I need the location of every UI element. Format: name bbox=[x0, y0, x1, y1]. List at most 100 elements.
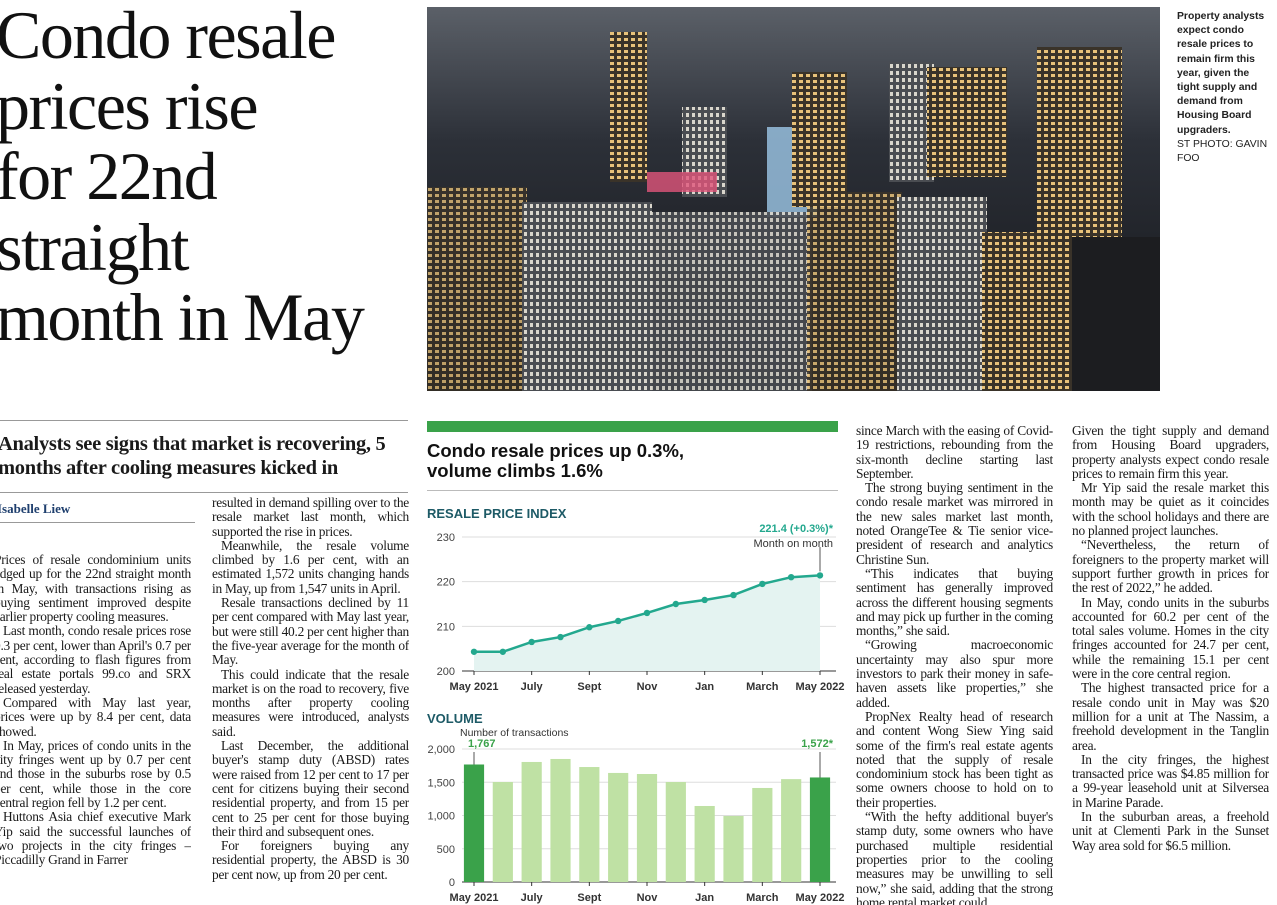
y-tick-label: 2,000 bbox=[427, 744, 455, 756]
skyline bbox=[427, 32, 1160, 391]
paragraph: Given the tight supply and demand from H… bbox=[1072, 424, 1269, 481]
paragraph: “This indicates that buying sentiment ha… bbox=[856, 565, 1053, 639]
x-tick-label: March bbox=[746, 681, 779, 693]
chart-title: RESALE PRICE INDEX bbox=[427, 506, 567, 521]
headline-line: prices rise bbox=[0, 67, 259, 144]
bar bbox=[492, 781, 513, 882]
point bbox=[672, 600, 680, 608]
rule bbox=[0, 492, 408, 493]
paragraph: since March with the easing of Covid-19 … bbox=[856, 424, 1053, 481]
bar bbox=[781, 779, 802, 882]
chart-title: VOLUME bbox=[427, 711, 483, 726]
bar bbox=[579, 767, 600, 882]
bar bbox=[809, 777, 831, 882]
y-axis-label: Number of transactions bbox=[460, 727, 569, 739]
paragraph: For foreigners buying any residential pr… bbox=[212, 838, 409, 882]
y-tick-label: 1,000 bbox=[427, 811, 455, 823]
paragraph: Huttons Asia chief executive Mark Yip sa… bbox=[0, 809, 191, 868]
headline-line: for 22nd bbox=[0, 138, 218, 214]
point bbox=[528, 638, 535, 646]
paragraph: Resale transactions declined by 11 per c… bbox=[212, 595, 409, 668]
x-tick-label: May 2022 bbox=[796, 892, 845, 904]
paragraph: “Growing macroeconomic uncertainty may a… bbox=[856, 637, 1053, 710]
y-tick-label: 0 bbox=[449, 877, 455, 889]
x-tick-label: May 2021 bbox=[450, 681, 499, 693]
article-column: since March with the easing of Covid-19 … bbox=[856, 424, 1053, 905]
y-tick-label: 210 bbox=[437, 621, 455, 633]
bar bbox=[752, 787, 773, 882]
paragraph: In May, condo units in the suburbs accou… bbox=[1072, 594, 1269, 682]
x-tick-label: Sept bbox=[577, 892, 601, 904]
bar bbox=[608, 772, 629, 882]
article-column: Given the tight supply and demand from H… bbox=[1072, 424, 1269, 905]
point bbox=[643, 609, 651, 617]
headline: Condo resale prices rise for 22nd straig… bbox=[0, 0, 365, 355]
x-tick-label: Nov bbox=[637, 681, 659, 693]
bar bbox=[723, 815, 744, 882]
x-tick-label: Nov bbox=[637, 892, 659, 904]
photo-caption: Property analysts expect condo resale pr… bbox=[1177, 10, 1271, 166]
caption-text: Property analysts expect condo resale pr… bbox=[1177, 11, 1265, 136]
subheadline: Analysts see signs that market is recove… bbox=[0, 433, 386, 479]
x-tick-label: Jan bbox=[695, 892, 714, 904]
paragraph: The highest transacted price for a resal… bbox=[1072, 680, 1269, 753]
rule bbox=[0, 522, 195, 523]
x-tick-label: Sept bbox=[577, 681, 601, 693]
photo-credit: ST PHOTO: GAVIN FOO bbox=[1177, 138, 1268, 165]
y-tick-label: 500 bbox=[437, 844, 455, 856]
point bbox=[759, 580, 766, 588]
x-tick-label: May 2021 bbox=[450, 892, 499, 904]
y-tick-label: 1,500 bbox=[427, 777, 455, 789]
value-label: 1,572* bbox=[801, 738, 834, 750]
point bbox=[614, 617, 622, 625]
bar bbox=[521, 761, 542, 882]
paragraph: In the suburban areas, a freehold unit a… bbox=[1072, 809, 1269, 853]
paragraph: “With the hefty additional buyer's stamp… bbox=[856, 809, 1053, 905]
value-label: 1,767 bbox=[468, 738, 496, 750]
bar bbox=[694, 805, 715, 882]
x-tick-label: July bbox=[521, 892, 544, 904]
rule bbox=[0, 420, 408, 421]
headline-line: Condo resale bbox=[0, 0, 336, 73]
paragraph: In May, prices of condo units in the cit… bbox=[0, 737, 191, 811]
point bbox=[787, 574, 795, 581]
x-tick-label: July bbox=[521, 681, 544, 693]
paragraph: The strong buying sentiment in the condo… bbox=[856, 480, 1053, 567]
y-tick-label: 220 bbox=[437, 577, 455, 589]
byline: Isabelle Liew bbox=[0, 501, 71, 516]
bar bbox=[463, 764, 485, 882]
article-column: resulted in demand spilling over to the … bbox=[212, 496, 409, 905]
photo bbox=[427, 7, 1160, 391]
x-tick-label: May 2022 bbox=[796, 681, 845, 693]
headline-line: month in May bbox=[0, 279, 365, 355]
annotation: Month on month bbox=[754, 538, 834, 550]
bar bbox=[636, 774, 658, 882]
value-label: 221.4 (+0.3%)* bbox=[759, 523, 833, 535]
point bbox=[557, 633, 564, 641]
rule bbox=[427, 490, 838, 491]
article-column: Prices of resale condominium units edged… bbox=[0, 553, 191, 905]
x-tick-label: March bbox=[746, 892, 779, 904]
bar bbox=[665, 781, 686, 882]
y-tick-label: 200 bbox=[437, 666, 455, 678]
paragraph: Compared with May last year, prices were… bbox=[0, 694, 191, 739]
bar bbox=[550, 758, 571, 882]
point bbox=[586, 624, 593, 631]
paragraph: This could indicate that the resale mark… bbox=[212, 666, 409, 739]
point bbox=[701, 596, 708, 604]
paragraph: “Nevertheless, the return of foreigners … bbox=[1072, 537, 1269, 596]
paragraph: Prices of resale condominium units edged… bbox=[0, 553, 191, 625]
point bbox=[470, 648, 478, 655]
point bbox=[730, 591, 737, 599]
paragraph: Mr Yip said the resale market this month… bbox=[1072, 480, 1269, 539]
y-tick-label: 230 bbox=[437, 532, 455, 544]
graphic-title: Condo resale prices up 0.3%, volume clim… bbox=[427, 440, 685, 481]
paragraph: Last December, the additional buyer's st… bbox=[212, 738, 409, 839]
paragraph: In the city fringes, the highest transac… bbox=[1072, 751, 1269, 810]
graphic-bar bbox=[427, 421, 838, 432]
paragraph: resulted in demand spilling over to the … bbox=[212, 496, 409, 539]
headline-line: straight bbox=[0, 208, 189, 285]
x-tick-label: Jan bbox=[695, 681, 714, 693]
